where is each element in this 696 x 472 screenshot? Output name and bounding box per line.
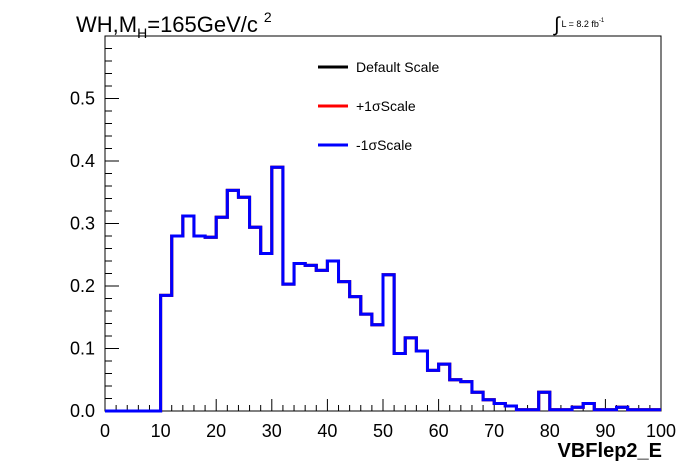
x-tick-label: 50 <box>373 421 393 441</box>
legend: Default Scale +1σScale -1σScale <box>318 59 439 153</box>
luminosity-label: ∫ L = 8.2 fb-1 <box>554 10 605 36</box>
y-tick-label: 0.5 <box>70 89 95 109</box>
x-axis-label: VBFlep2_E <box>557 440 662 462</box>
integral-icon: ∫ <box>554 14 560 36</box>
x-tick-label: 0 <box>100 421 110 441</box>
y-tick-label: 0.3 <box>70 214 95 234</box>
x-tick-label: 100 <box>646 421 676 441</box>
x-tick-label: 70 <box>484 421 504 441</box>
series-line-2 <box>105 165 661 413</box>
x-axis: 0 10 20 30 40 50 60 70 80 90 100 <box>100 399 676 441</box>
title-superscript: 2 <box>263 9 272 25</box>
y-tick-label: 0.1 <box>70 339 95 359</box>
x-tick-label: 40 <box>317 421 337 441</box>
title-main: WH,M <box>76 12 138 37</box>
x-tick-label: 90 <box>595 421 615 441</box>
chart-title: WH,MH=165GeV/c 2 <box>76 9 272 41</box>
title-tail: =165GeV/c <box>147 12 258 37</box>
y-tick-label: 0.4 <box>70 151 95 171</box>
plot-frame <box>104 35 662 412</box>
legend-label: -1σScale <box>356 137 412 153</box>
x-tick-label: 60 <box>429 421 449 441</box>
lumi-superscript: -1 <box>598 18 605 24</box>
y-tick-label: 0.0 <box>70 401 95 421</box>
x-tick-label: 10 <box>151 421 171 441</box>
legend-label: Default Scale <box>356 59 439 75</box>
x-tick-label: 20 <box>206 421 226 441</box>
legend-label: +1σScale <box>356 98 416 114</box>
y-axis: 0.0 0.1 0.2 0.3 0.4 0.5 <box>70 35 119 421</box>
title-subscript: H <box>137 25 148 41</box>
y-tick-label: 0.2 <box>70 276 95 296</box>
x-tick-label: 80 <box>540 421 560 441</box>
x-tick-label: 30 <box>262 421 282 441</box>
lumi-text: L = 8.2 fb <box>561 19 599 29</box>
series-group <box>105 165 661 413</box>
